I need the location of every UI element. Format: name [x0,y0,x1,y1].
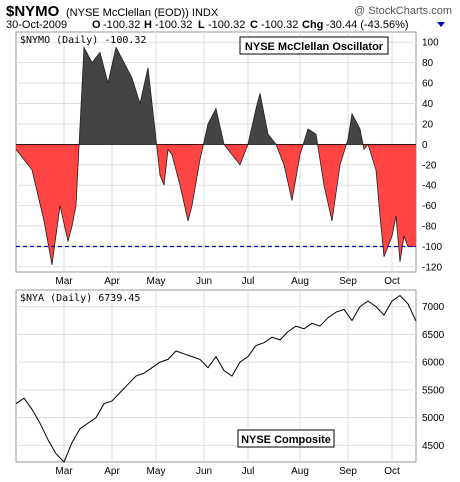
x-tick-label: Jun [196,276,212,287]
y-tick-label: 100 [422,38,439,49]
x-tick-label: Oct [384,276,400,287]
down-arrow-icon [437,22,445,27]
composite-x-axis: Mar Apr May Jun Jul Aug Sep Oct [55,466,400,477]
x-tick-label: Mar [55,466,73,477]
open-label: O [92,19,101,31]
y-tick-label: -20 [422,160,437,171]
x-tick-label: Oct [384,466,400,477]
brand-label: @ StockCharts.com [354,5,452,17]
oscillator-legend: $NYMO (Daily) -100.32 [20,35,146,46]
composite-title-box [237,429,335,448]
x-tick-label: Mar [55,276,73,287]
y-tick-label: -100 [422,242,442,253]
oscillator-x-axis: Mar Apr May Jun Jul Aug Sep Oct [55,276,400,287]
oscillator-negative-area [16,144,416,265]
x-tick-label: Apr [104,276,120,287]
oscillator-series [15,45,416,265]
x-tick-label: Jul [242,466,255,477]
chg-value: -30.44 (-43.56%) [326,19,409,31]
x-tick-label: Jul [242,276,255,287]
y-tick-label: 5000 [422,413,445,424]
y-tick-label: -80 [422,222,437,233]
open-value: -100.32 [103,19,140,31]
low-label: L [198,19,205,31]
y-tick-label: 6000 [422,358,445,369]
oscillator-positive-area [16,47,416,145]
y-tick-label: 60 [422,79,434,90]
y-tick-label: -60 [422,201,437,212]
header-date: 30-Oct-2009 [6,19,67,31]
composite-series [15,294,417,463]
x-tick-label: Aug [291,276,309,287]
header-symbol: $NYMO [6,3,60,20]
oscillator-title-box [239,36,389,55]
x-tick-label: Apr [104,466,120,477]
y-tick-label: -120 [422,262,442,273]
oscillator-title: NYSE McClellan Oscillator [245,41,384,53]
x-tick-label: Sep [339,466,357,477]
high-label: H [144,19,152,31]
y-tick-label: 40 [422,99,434,110]
y-tick-label: 7000 [422,302,445,313]
composite-title: NYSE Composite [241,434,331,446]
x-tick-label: Jun [196,466,212,477]
oscillator-line [15,45,416,265]
y-tick-label: 5500 [422,385,445,396]
y-tick-label: 20 [422,119,434,130]
composite-legend: $NYA (Daily) 6739.45 [20,293,140,304]
close-value: -100.32 [261,19,298,31]
close-label: C [250,19,258,31]
oscillator-y-axis: 100 80 60 40 20 0 -20 -40 -60 -80 -100 -120 [422,38,442,274]
x-tick-label: Aug [291,466,309,477]
y-tick-label: 6500 [422,330,445,341]
composite-grid [16,290,416,462]
composite-panel [15,289,417,463]
chg-label: Chg [302,19,323,31]
high-value: -100.32 [155,19,192,31]
y-tick-label: 80 [422,58,434,69]
x-tick-label: May [147,276,166,287]
x-tick-label: Sep [339,276,357,287]
y-tick-label: 4500 [422,441,445,452]
low-value: -100.32 [208,19,245,31]
y-tick-label: 0 [422,140,428,151]
composite-y-axis: 7000 6500 6000 5500 5000 4500 [422,302,445,452]
composite-line [15,294,417,463]
y-tick-label: -40 [422,181,437,192]
header-description: (NYSE McClellan (EOD)) INDX [66,7,219,19]
x-tick-label: May [147,466,166,477]
